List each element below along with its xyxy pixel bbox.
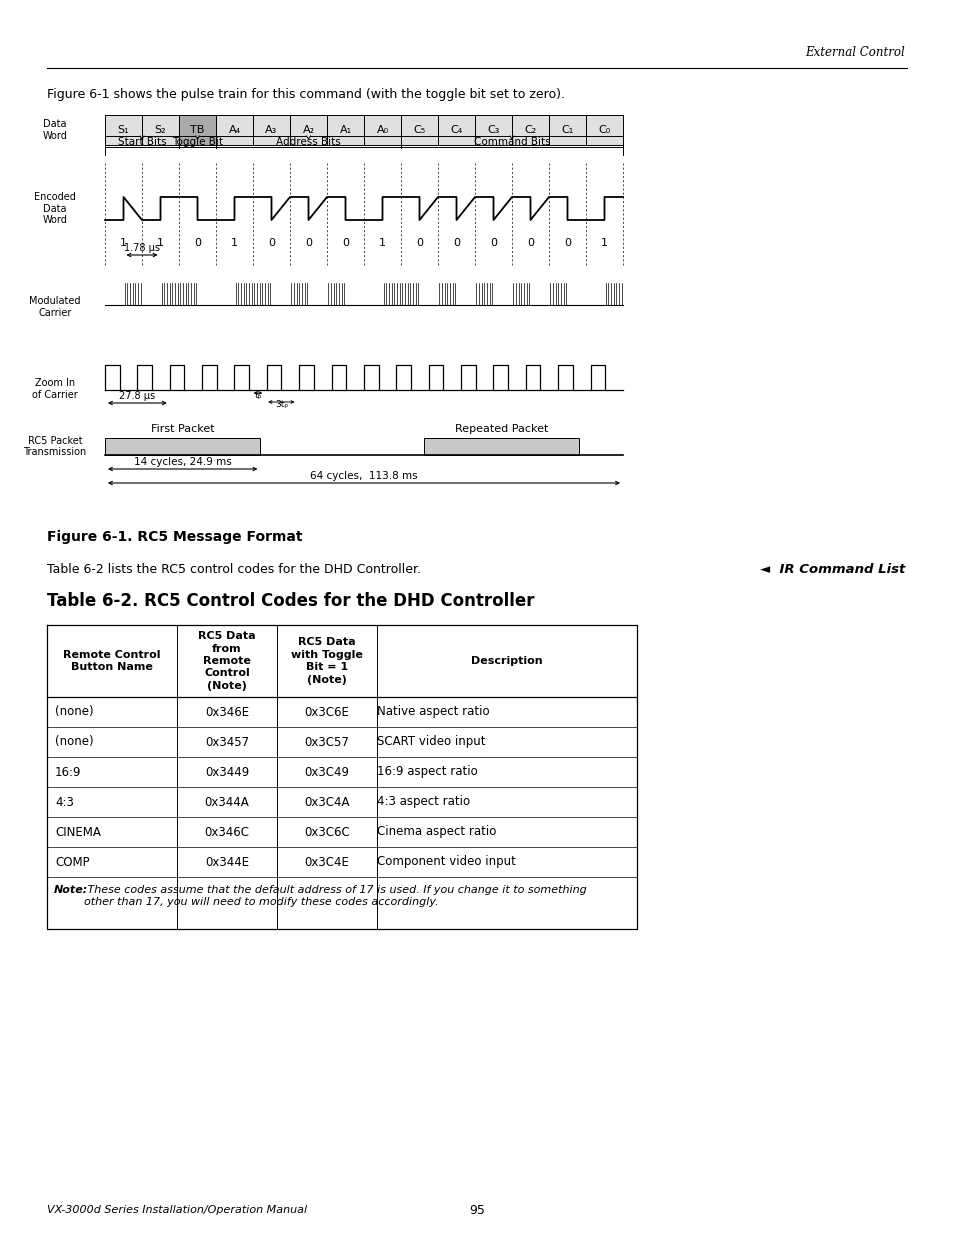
Text: Remote Control
Button Name: Remote Control Button Name <box>63 650 161 672</box>
Bar <box>475 115 512 144</box>
Text: 1: 1 <box>231 238 237 248</box>
Text: 14 cycles, 24.9 ms: 14 cycles, 24.9 ms <box>133 457 232 467</box>
Text: 0x3C6E: 0x3C6E <box>304 705 349 719</box>
Text: (none): (none) <box>55 736 93 748</box>
Bar <box>423 438 578 454</box>
Text: 0x344E: 0x344E <box>205 856 249 868</box>
Text: 0x3C57: 0x3C57 <box>304 736 349 748</box>
Text: 1: 1 <box>600 238 607 248</box>
Text: A₄: A₄ <box>228 125 240 135</box>
Text: 0x3C4A: 0x3C4A <box>304 795 350 809</box>
Text: 0: 0 <box>268 238 274 248</box>
Text: Start Bits: Start Bits <box>117 137 166 147</box>
Bar <box>105 438 260 454</box>
Text: RC5 Packet
Transmission: RC5 Packet Transmission <box>24 436 87 457</box>
Text: 0x346E: 0x346E <box>205 705 249 719</box>
Text: These codes assume that the default address of 17 is used. If you change it to s: These codes assume that the default addr… <box>84 885 586 906</box>
Text: Description: Description <box>471 656 542 666</box>
Text: 0: 0 <box>305 238 312 248</box>
Text: A₂: A₂ <box>302 125 314 135</box>
Bar <box>400 115 437 144</box>
Text: C₀: C₀ <box>598 125 610 135</box>
Text: Repeated Packet: Repeated Packet <box>455 424 547 433</box>
Text: Figure 6-1 shows the pulse train for this command (with the toggle bit set to ze: Figure 6-1 shows the pulse train for thi… <box>47 88 564 101</box>
Text: 0x346C: 0x346C <box>204 825 250 839</box>
Text: 0: 0 <box>490 238 497 248</box>
Text: SCART video input: SCART video input <box>376 736 485 748</box>
Bar <box>215 115 253 144</box>
Text: RC5 Data
from
Remote
Control
(Note): RC5 Data from Remote Control (Note) <box>198 631 255 690</box>
Text: 16:9: 16:9 <box>55 766 81 778</box>
Text: 0x3C49: 0x3C49 <box>304 766 349 778</box>
Text: CINEMA: CINEMA <box>55 825 101 839</box>
Text: External Control: External Control <box>804 46 904 58</box>
Text: 1.78 μs: 1.78 μs <box>124 243 160 253</box>
Text: Table 6-2. RC5 Control Codes for the DHD Controller: Table 6-2. RC5 Control Codes for the DHD… <box>47 592 534 610</box>
Text: A₀: A₀ <box>376 125 388 135</box>
Text: 0x3C4E: 0x3C4E <box>304 856 349 868</box>
Text: COMP: COMP <box>55 856 90 868</box>
Text: 4:3: 4:3 <box>55 795 73 809</box>
Text: 0x3C6C: 0x3C6C <box>304 825 350 839</box>
Text: A₁: A₁ <box>339 125 352 135</box>
Bar <box>548 115 585 144</box>
Text: C₅: C₅ <box>413 125 425 135</box>
Text: RC5 Data
with Toggle
Bit = 1
(Note): RC5 Data with Toggle Bit = 1 (Note) <box>291 637 362 684</box>
Text: 4:3 aspect ratio: 4:3 aspect ratio <box>376 795 470 809</box>
Text: TB: TB <box>190 125 205 135</box>
Text: C₂: C₂ <box>524 125 536 135</box>
Bar <box>179 115 215 144</box>
Text: 0: 0 <box>563 238 571 248</box>
Bar <box>290 115 327 144</box>
Bar <box>142 115 179 144</box>
Text: 0: 0 <box>193 238 201 248</box>
Text: Table 6-2 lists the RC5 control codes for the DHD Controller.: Table 6-2 lists the RC5 control codes fo… <box>47 563 420 576</box>
Bar <box>437 115 475 144</box>
Text: C₃: C₃ <box>487 125 499 135</box>
Text: Note:: Note: <box>54 885 89 895</box>
Bar <box>253 115 290 144</box>
Text: S₁: S₁ <box>117 125 130 135</box>
Text: A₃: A₃ <box>265 125 277 135</box>
Text: C₄: C₄ <box>450 125 462 135</box>
Text: Toggle Bit: Toggle Bit <box>172 137 223 147</box>
Text: Data
Word: Data Word <box>43 120 68 141</box>
Text: 95: 95 <box>469 1203 484 1216</box>
Bar <box>364 115 400 144</box>
Text: 16:9 aspect ratio: 16:9 aspect ratio <box>376 766 477 778</box>
Text: S₂: S₂ <box>154 125 166 135</box>
Text: Native aspect ratio: Native aspect ratio <box>376 705 489 719</box>
Text: 0: 0 <box>416 238 422 248</box>
Text: Encoded
Data
Word: Encoded Data Word <box>34 191 76 225</box>
Text: C₁: C₁ <box>560 125 573 135</box>
Text: 1: 1 <box>378 238 386 248</box>
Bar <box>512 115 548 144</box>
Text: 0: 0 <box>341 238 349 248</box>
Text: Modulated
Carrier: Modulated Carrier <box>30 296 81 317</box>
Text: 0: 0 <box>453 238 459 248</box>
Text: Figure 6-1. RC5 Message Format: Figure 6-1. RC5 Message Format <box>47 530 302 543</box>
Text: (none): (none) <box>55 705 93 719</box>
Text: Component video input: Component video input <box>376 856 516 868</box>
Text: First Packet: First Packet <box>151 424 214 433</box>
Text: ◄  IR Command List: ◄ IR Command List <box>759 563 904 576</box>
Text: 0x3457: 0x3457 <box>205 736 249 748</box>
Bar <box>327 115 364 144</box>
Text: 1: 1 <box>120 238 127 248</box>
Text: 27.8 μs: 27.8 μs <box>119 391 155 401</box>
Bar <box>105 115 142 144</box>
Text: Command Bits: Command Bits <box>474 137 550 147</box>
Text: Zoom In
of Carrier: Zoom In of Carrier <box>32 378 78 400</box>
Text: Address Bits: Address Bits <box>275 137 340 147</box>
Text: VX-3000d Series Installation/Operation Manual: VX-3000d Series Installation/Operation M… <box>47 1205 307 1215</box>
Text: 0: 0 <box>526 238 534 248</box>
Text: 0x344A: 0x344A <box>204 795 249 809</box>
Text: 0x3449: 0x3449 <box>205 766 249 778</box>
Text: 64 cycles,  113.8 ms: 64 cycles, 113.8 ms <box>310 471 417 480</box>
Text: 3tₚ: 3tₚ <box>274 400 288 409</box>
Text: Cinema aspect ratio: Cinema aspect ratio <box>376 825 496 839</box>
Text: 1: 1 <box>157 238 164 248</box>
Text: tₚ: tₚ <box>253 391 261 400</box>
Bar <box>585 115 622 144</box>
